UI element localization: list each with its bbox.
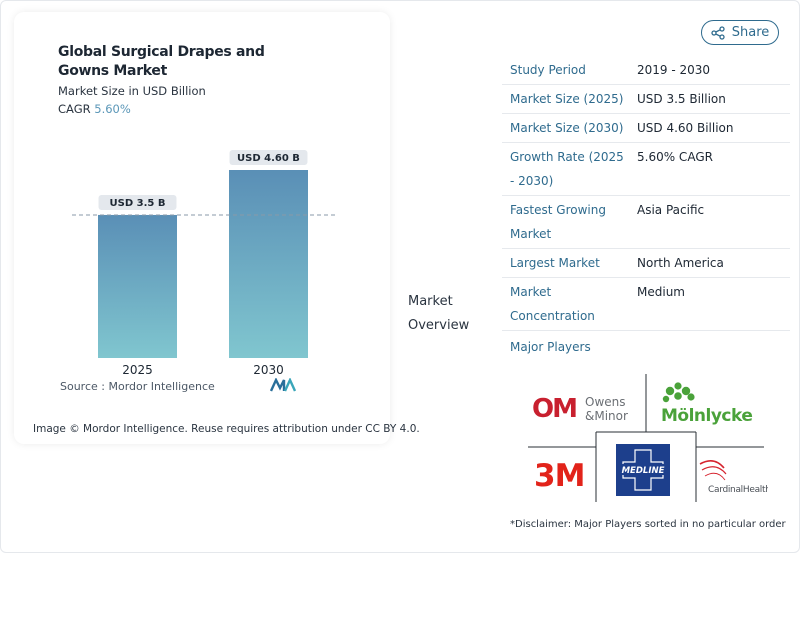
cagr-value: 5.60%: [94, 102, 131, 116]
image-credit: Image © Mordor Intelligence. Reuse requi…: [33, 423, 420, 435]
cagr-label: CAGR: [58, 102, 91, 116]
players-disclaimer: *Disclaimer: Major Players sorted in no …: [510, 519, 786, 530]
cardinal-health-wordmark: CardinalHealth: [708, 485, 768, 495]
bar-2025: [98, 214, 177, 358]
source-label: Source :: [60, 380, 105, 393]
fact-value: Medium: [629, 277, 790, 331]
x-tick-2030: 2030: [253, 363, 284, 377]
chart-title: Global Surgical Drapes and Gowns Market: [58, 44, 265, 79]
fact-row: Market Size (2030) USD 4.60 Billion: [502, 113, 790, 143]
data-label-bg: [98, 194, 177, 210]
mordor-logo-icon: [270, 378, 296, 392]
data-label-bg: [229, 150, 308, 165]
fact-row: Largest Market North America: [502, 248, 790, 278]
bar-chart: USD 3.5 B 2025 USD 4.60 B 2030: [72, 150, 336, 377]
fact-value: Asia Pacific: [629, 195, 790, 249]
fact-key: Market Size (2025): [502, 84, 629, 114]
three-m-logo: 3M: [534, 458, 584, 494]
chart-subtitle: Market Size in USD Billion: [58, 84, 206, 98]
molnlycke-logo: Mölnlycke: [661, 382, 753, 426]
owens-minor-line1: Owens: [585, 395, 626, 409]
chart-source: Source : Mordor Intelligence: [60, 380, 215, 393]
x-tick-2025: 2025: [122, 363, 153, 377]
owens-minor-logo: OM Owens &Minor: [532, 394, 628, 424]
fact-value: 5.60% CAGR: [629, 142, 790, 196]
data-label-2030: USD 4.60 B: [237, 153, 300, 164]
data-label-2025: USD 3.5 B: [110, 198, 166, 209]
fact-row: Market Concentration Medium: [502, 277, 790, 331]
source-name: Mordor Intelligence: [108, 380, 215, 393]
medline-logo: MEDLINE: [616, 444, 670, 496]
chart-cagr: CAGR 5.60%: [58, 102, 131, 116]
fact-key: Study Period: [502, 56, 629, 85]
molnlycke-wordmark: Mölnlycke: [661, 406, 752, 426]
major-players-logos: OM Owens &Minor Mölnlycke 3M MEDLINE Car…: [528, 374, 768, 502]
fact-value: USD 3.5 Billion: [629, 84, 790, 114]
owens-minor-line2: &Minor: [585, 409, 628, 423]
fact-key: Market Concentration: [502, 277, 629, 331]
bar-2030: [229, 170, 308, 358]
fact-key: Largest Market: [502, 248, 629, 278]
share-icon: [711, 25, 725, 40]
overview-line-1: Market: [408, 294, 453, 309]
fact-value: USD 4.60 Billion: [629, 113, 790, 143]
market-overview-label: Market Overview: [408, 290, 469, 338]
fact-row: Market Size (2025) USD 3.5 Billion: [502, 84, 790, 114]
share-button[interactable]: Share: [701, 20, 779, 45]
chart-card: [14, 12, 390, 444]
fact-key: Growth Rate (2025 - 2030): [502, 142, 629, 196]
medline-wordmark: MEDLINE: [622, 466, 665, 476]
cardinal-health-logo: CardinalHealth: [699, 460, 768, 495]
major-players-label: Major Players: [510, 340, 591, 354]
fact-row: Fastest Growing Market Asia Pacific: [502, 195, 790, 249]
fact-row: Study Period 2019 - 2030: [502, 56, 790, 85]
fact-row: Growth Rate (2025 - 2030) 5.60% CAGR: [502, 142, 790, 196]
fact-value: 2019 - 2030: [629, 56, 790, 85]
market-facts-table: Study Period 2019 - 2030 Market Size (20…: [502, 56, 790, 331]
fact-value: North America: [629, 248, 790, 278]
owens-minor-mark: OM: [532, 394, 576, 424]
fact-key: Fastest Growing Market: [502, 195, 629, 249]
share-label: Share: [731, 25, 770, 40]
overview-line-2: Overview: [408, 318, 470, 333]
fact-key: Market Size (2030): [502, 113, 629, 143]
